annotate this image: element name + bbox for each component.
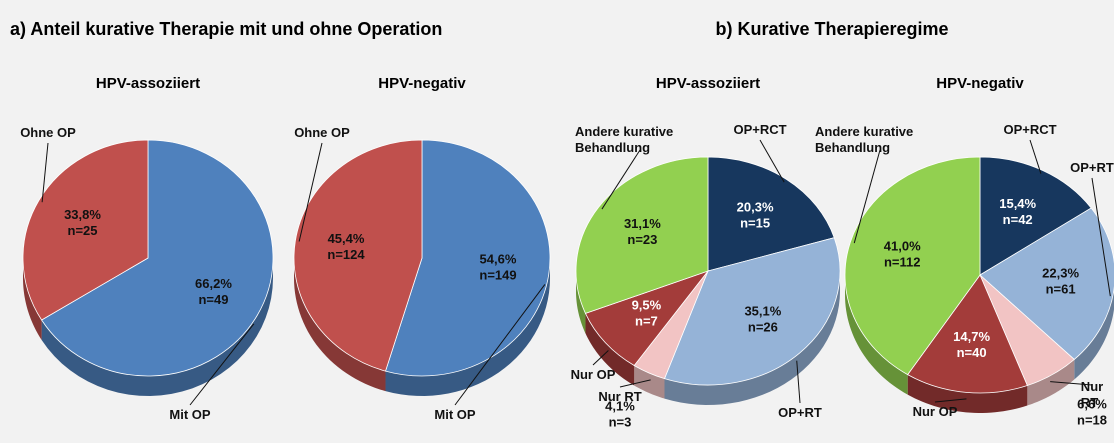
category-label: OP+RT (1070, 160, 1114, 175)
leader-line (796, 360, 801, 404)
pie-slice (663, 237, 841, 386)
pie-slice (907, 274, 1028, 394)
category-label: Andere kurative Behandlung (815, 124, 914, 155)
pie-side (1074, 289, 1114, 380)
category-label: Mit OP (434, 407, 476, 422)
count-label: n=149 (479, 268, 516, 283)
pie-side (23, 258, 42, 340)
category-label: Andere kurative Behandlung (575, 124, 674, 155)
pie-slice (584, 270, 710, 367)
value-label: 54,6% (480, 252, 517, 267)
pie-side (664, 271, 840, 405)
value-label: 33,8% (64, 207, 101, 222)
leader-line (298, 142, 323, 242)
count-label: n=42 (1003, 212, 1033, 227)
category-label: Nur OP (570, 367, 616, 382)
category-label: Ohne OP (294, 125, 350, 140)
value-label: 22,3% (1042, 265, 1079, 280)
value-label: 15,4% (999, 196, 1036, 211)
value-label: 66,2% (195, 276, 232, 291)
leader-line (1029, 139, 1042, 174)
pie-side (634, 365, 665, 399)
pie-slice (575, 156, 709, 314)
count-label: n=23 (627, 232, 657, 247)
value-label: 45,4% (328, 231, 365, 246)
chart-title: HPV-assoziiert (656, 75, 760, 92)
pie-slice (22, 139, 149, 321)
leader-line (592, 350, 609, 366)
count-label: n=40 (957, 345, 987, 360)
pie-slice (385, 139, 551, 377)
value-label: 35,1% (744, 304, 781, 319)
category-label: OP+RCT (733, 122, 787, 137)
pie-slice (707, 156, 835, 272)
pie-slice (979, 207, 1114, 361)
value-label: 20,3% (737, 199, 774, 214)
count-label: n=26 (748, 320, 778, 335)
pie-side (294, 258, 386, 392)
pie-side (585, 313, 635, 386)
category-label: OP+RT (778, 405, 822, 420)
leader-line (601, 149, 641, 210)
leader-line (853, 149, 881, 244)
pie-side (1027, 359, 1075, 406)
pie-side (385, 258, 550, 396)
count-label: n=3 (609, 414, 632, 429)
pie-slice (41, 139, 274, 377)
chart-title: HPV-assoziiert (96, 75, 200, 92)
leader-line (1050, 381, 1093, 386)
leader-line (1091, 177, 1111, 297)
count-label: n=124 (327, 247, 365, 262)
value-label: 31,1% (624, 216, 661, 231)
leader-line (454, 284, 546, 406)
value-label: 41,0% (884, 239, 921, 254)
pie-slice (844, 156, 981, 376)
count-label: n=49 (198, 292, 228, 307)
leader-line (619, 379, 651, 388)
category-label: Nur OP (912, 404, 958, 419)
section-heading: a) Anteil kurative Therapie mit und ohne… (10, 19, 442, 39)
value-label: 9,5% (632, 297, 662, 312)
category-label: Nur RT (1080, 379, 1104, 410)
count-label: n=25 (68, 223, 98, 238)
pie-side (41, 258, 274, 396)
count-label: n=18 (1077, 412, 1107, 427)
value-label: 6,6% (1077, 396, 1107, 411)
leader-line (934, 398, 967, 403)
category-label: Ohne OP (20, 125, 76, 140)
pie-side (907, 374, 1028, 413)
pie-slice (979, 156, 1092, 276)
value-label: 14,7% (953, 329, 990, 344)
count-label: n=61 (1046, 281, 1076, 296)
leader-line (759, 139, 785, 183)
value-label: 4,1% (605, 398, 635, 413)
count-label: n=15 (740, 215, 770, 230)
section-heading: b) Kurative Therapieregime (715, 19, 948, 39)
category-label: Nur RT (598, 389, 642, 404)
category-label: OP+RCT (1003, 122, 1057, 137)
leader-line (41, 142, 49, 203)
count-label: n=112 (884, 255, 921, 270)
chart-title: HPV-negativ (378, 75, 466, 92)
pie-slice (293, 139, 423, 372)
count-label: n=7 (635, 313, 658, 328)
category-label: Mit OP (169, 407, 211, 422)
chart-title: HPV-negativ (936, 75, 1024, 92)
leader-line (189, 323, 255, 406)
